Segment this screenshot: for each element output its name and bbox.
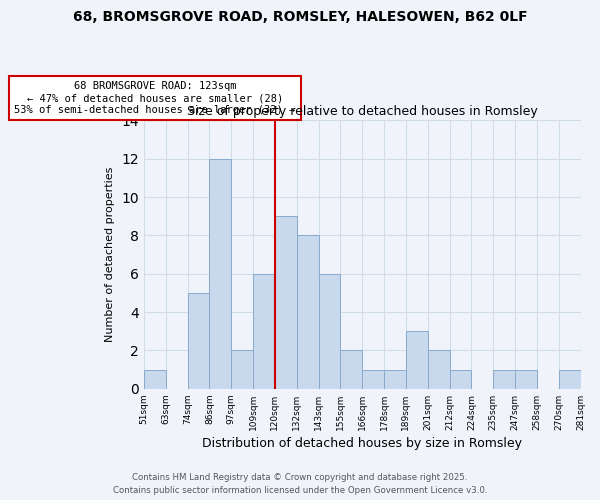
Bar	[232, 350, 253, 389]
Title: Size of property relative to detached houses in Romsley: Size of property relative to detached ho…	[187, 105, 538, 118]
Bar	[362, 370, 384, 389]
Bar	[188, 293, 209, 389]
Bar	[406, 332, 428, 389]
Bar	[449, 370, 472, 389]
Bar	[319, 274, 340, 389]
Bar	[493, 370, 515, 389]
Y-axis label: Number of detached properties: Number of detached properties	[104, 167, 115, 342]
Bar	[275, 216, 297, 389]
Bar	[515, 370, 537, 389]
Bar	[340, 350, 362, 389]
Bar	[428, 350, 449, 389]
Bar	[297, 236, 319, 389]
Text: Contains HM Land Registry data © Crown copyright and database right 2025.
Contai: Contains HM Land Registry data © Crown c…	[113, 474, 487, 495]
X-axis label: Distribution of detached houses by size in Romsley: Distribution of detached houses by size …	[202, 437, 522, 450]
Bar	[559, 370, 581, 389]
Text: 68, BROMSGROVE ROAD, ROMSLEY, HALESOWEN, B62 0LF: 68, BROMSGROVE ROAD, ROMSLEY, HALESOWEN,…	[73, 10, 527, 24]
Text: 68 BROMSGROVE ROAD: 123sqm
← 47% of detached houses are smaller (28)
53% of semi: 68 BROMSGROVE ROAD: 123sqm ← 47% of deta…	[14, 82, 296, 114]
Bar	[144, 370, 166, 389]
Bar	[253, 274, 275, 389]
Bar	[384, 370, 406, 389]
Bar	[209, 159, 232, 389]
